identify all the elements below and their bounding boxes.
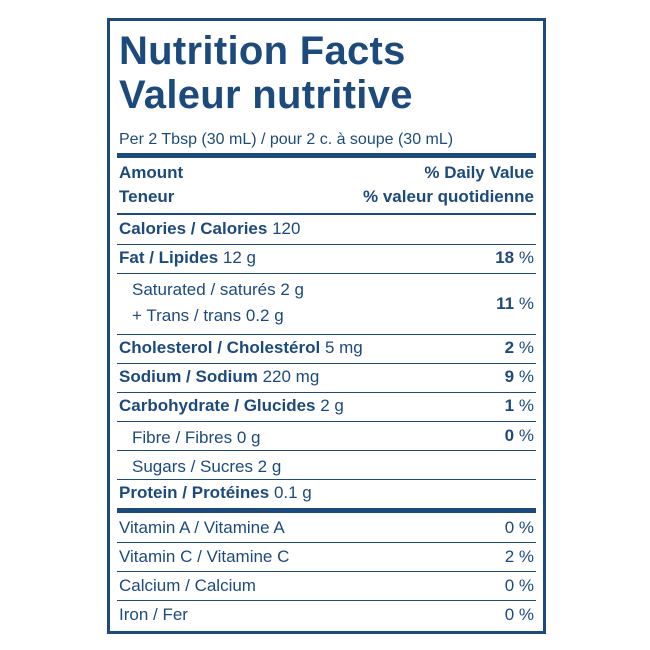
nutrition-label: Nutrition Facts Valeur nutritive Per 2 T…	[107, 18, 546, 634]
vitamin-dv: 0 %	[504, 518, 534, 537]
thick-rule	[117, 153, 536, 158]
rule	[117, 450, 536, 451]
rule	[117, 542, 536, 543]
vitamin-dv: 0 %	[504, 605, 534, 624]
dv-unit: %	[518, 293, 534, 313]
nutrient-amount: 0.1 g	[273, 483, 312, 502]
vitamin-name: Calcium / Calcium	[119, 576, 256, 595]
dv-number: 11	[496, 293, 515, 313]
rule	[117, 244, 536, 245]
vitamin-name: Vitamin A / Vitamine A	[119, 518, 285, 537]
vitamin-dv: 0 %	[504, 576, 534, 595]
dv-number: 18	[495, 248, 515, 267]
daily-value: 11 %	[496, 294, 534, 314]
daily-value: 1 %	[505, 396, 534, 416]
sub-nutrient: Fibre / Fibres 0 g	[132, 428, 261, 447]
nutrient-name: Sodium / Sodium	[119, 367, 258, 386]
daily-value: 18 %	[495, 248, 534, 268]
daily-value: 0 %	[505, 426, 534, 446]
rule	[117, 421, 536, 422]
vitamin-dv: 2 %	[504, 547, 534, 566]
daily-value: 2 %	[505, 338, 534, 358]
nutrient: Cholesterol / Cholestérol 5 mg	[119, 338, 363, 358]
title: Nutrition Facts	[119, 29, 406, 73]
rule	[117, 334, 536, 335]
sub-nutrient: + Trans / trans 0.2 g	[132, 306, 284, 325]
rule	[117, 571, 536, 572]
daily-value: 9 %	[505, 367, 534, 387]
nutrient: Carbohydrate / Glucides 2 g	[119, 396, 344, 416]
rule	[117, 273, 536, 274]
nutrient-name: Cholesterol / Cholestérol	[119, 338, 321, 357]
dv-unit: %	[518, 338, 534, 357]
dv-unit: %	[518, 396, 534, 415]
rule	[117, 392, 536, 393]
nutrient-amount: 220 mg	[262, 367, 320, 386]
rule	[117, 508, 536, 513]
rule	[117, 363, 536, 364]
nutrient: Calories / Calories 120	[119, 219, 300, 239]
nutrient-amount: 5 mg	[324, 338, 363, 357]
dv-number: 1	[504, 396, 515, 415]
sub-nutrient: Saturated / saturés 2 g	[132, 280, 304, 299]
nutrient-name: Calories / Calories	[119, 219, 268, 238]
rule	[117, 600, 536, 601]
nutrient: Protein / Protéines 0.1 g	[119, 483, 312, 503]
nutrient-amount: 2 g	[320, 396, 344, 415]
nutrient-amount: 12 g	[222, 248, 257, 267]
nutrient: Fat / Lipides 12 g	[119, 248, 256, 268]
sub-nutrient: Sugars / Sucres 2 g	[132, 457, 282, 476]
header-amount-fr: Teneur	[119, 187, 175, 206]
dv-unit: %	[518, 367, 534, 386]
vitamin-name: Iron / Fer	[119, 605, 188, 624]
header-amount: Amount	[119, 163, 184, 182]
dv-number: 0	[504, 425, 515, 445]
dv-unit: %	[518, 425, 534, 445]
vitamin-name: Vitamin C / Vitamine C	[119, 547, 290, 566]
nutrient-name: Fat / Lipides	[119, 248, 219, 267]
title-fr: Valeur nutritive	[119, 73, 413, 117]
serving: Per 2 Tbsp (30 mL) / pour 2 c. à soupe (…	[119, 131, 454, 148]
dv-number: 9	[504, 367, 515, 386]
dv-number: 2	[504, 338, 515, 357]
rule	[117, 213, 536, 215]
nutrient-name: Protein / Protéines	[119, 483, 270, 502]
header-dv: % Daily Value	[424, 163, 534, 182]
nutrient-amount: 120	[272, 219, 301, 238]
nutrient: Sodium / Sodium 220 mg	[119, 367, 319, 387]
rule	[117, 479, 536, 480]
nutrient-name: Carbohydrate / Glucides	[119, 396, 316, 415]
dv-unit: %	[518, 248, 534, 267]
header-dv-fr: % valeur quotidienne	[363, 187, 534, 206]
